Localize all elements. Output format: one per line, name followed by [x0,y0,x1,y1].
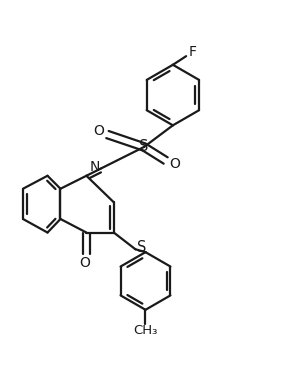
Text: S: S [137,240,146,255]
Text: O: O [169,157,180,171]
Text: N: N [90,160,100,174]
Text: O: O [93,124,104,138]
Text: O: O [79,256,91,270]
Text: S: S [139,139,149,154]
Text: F: F [189,45,196,59]
Text: CH₃: CH₃ [133,324,158,337]
